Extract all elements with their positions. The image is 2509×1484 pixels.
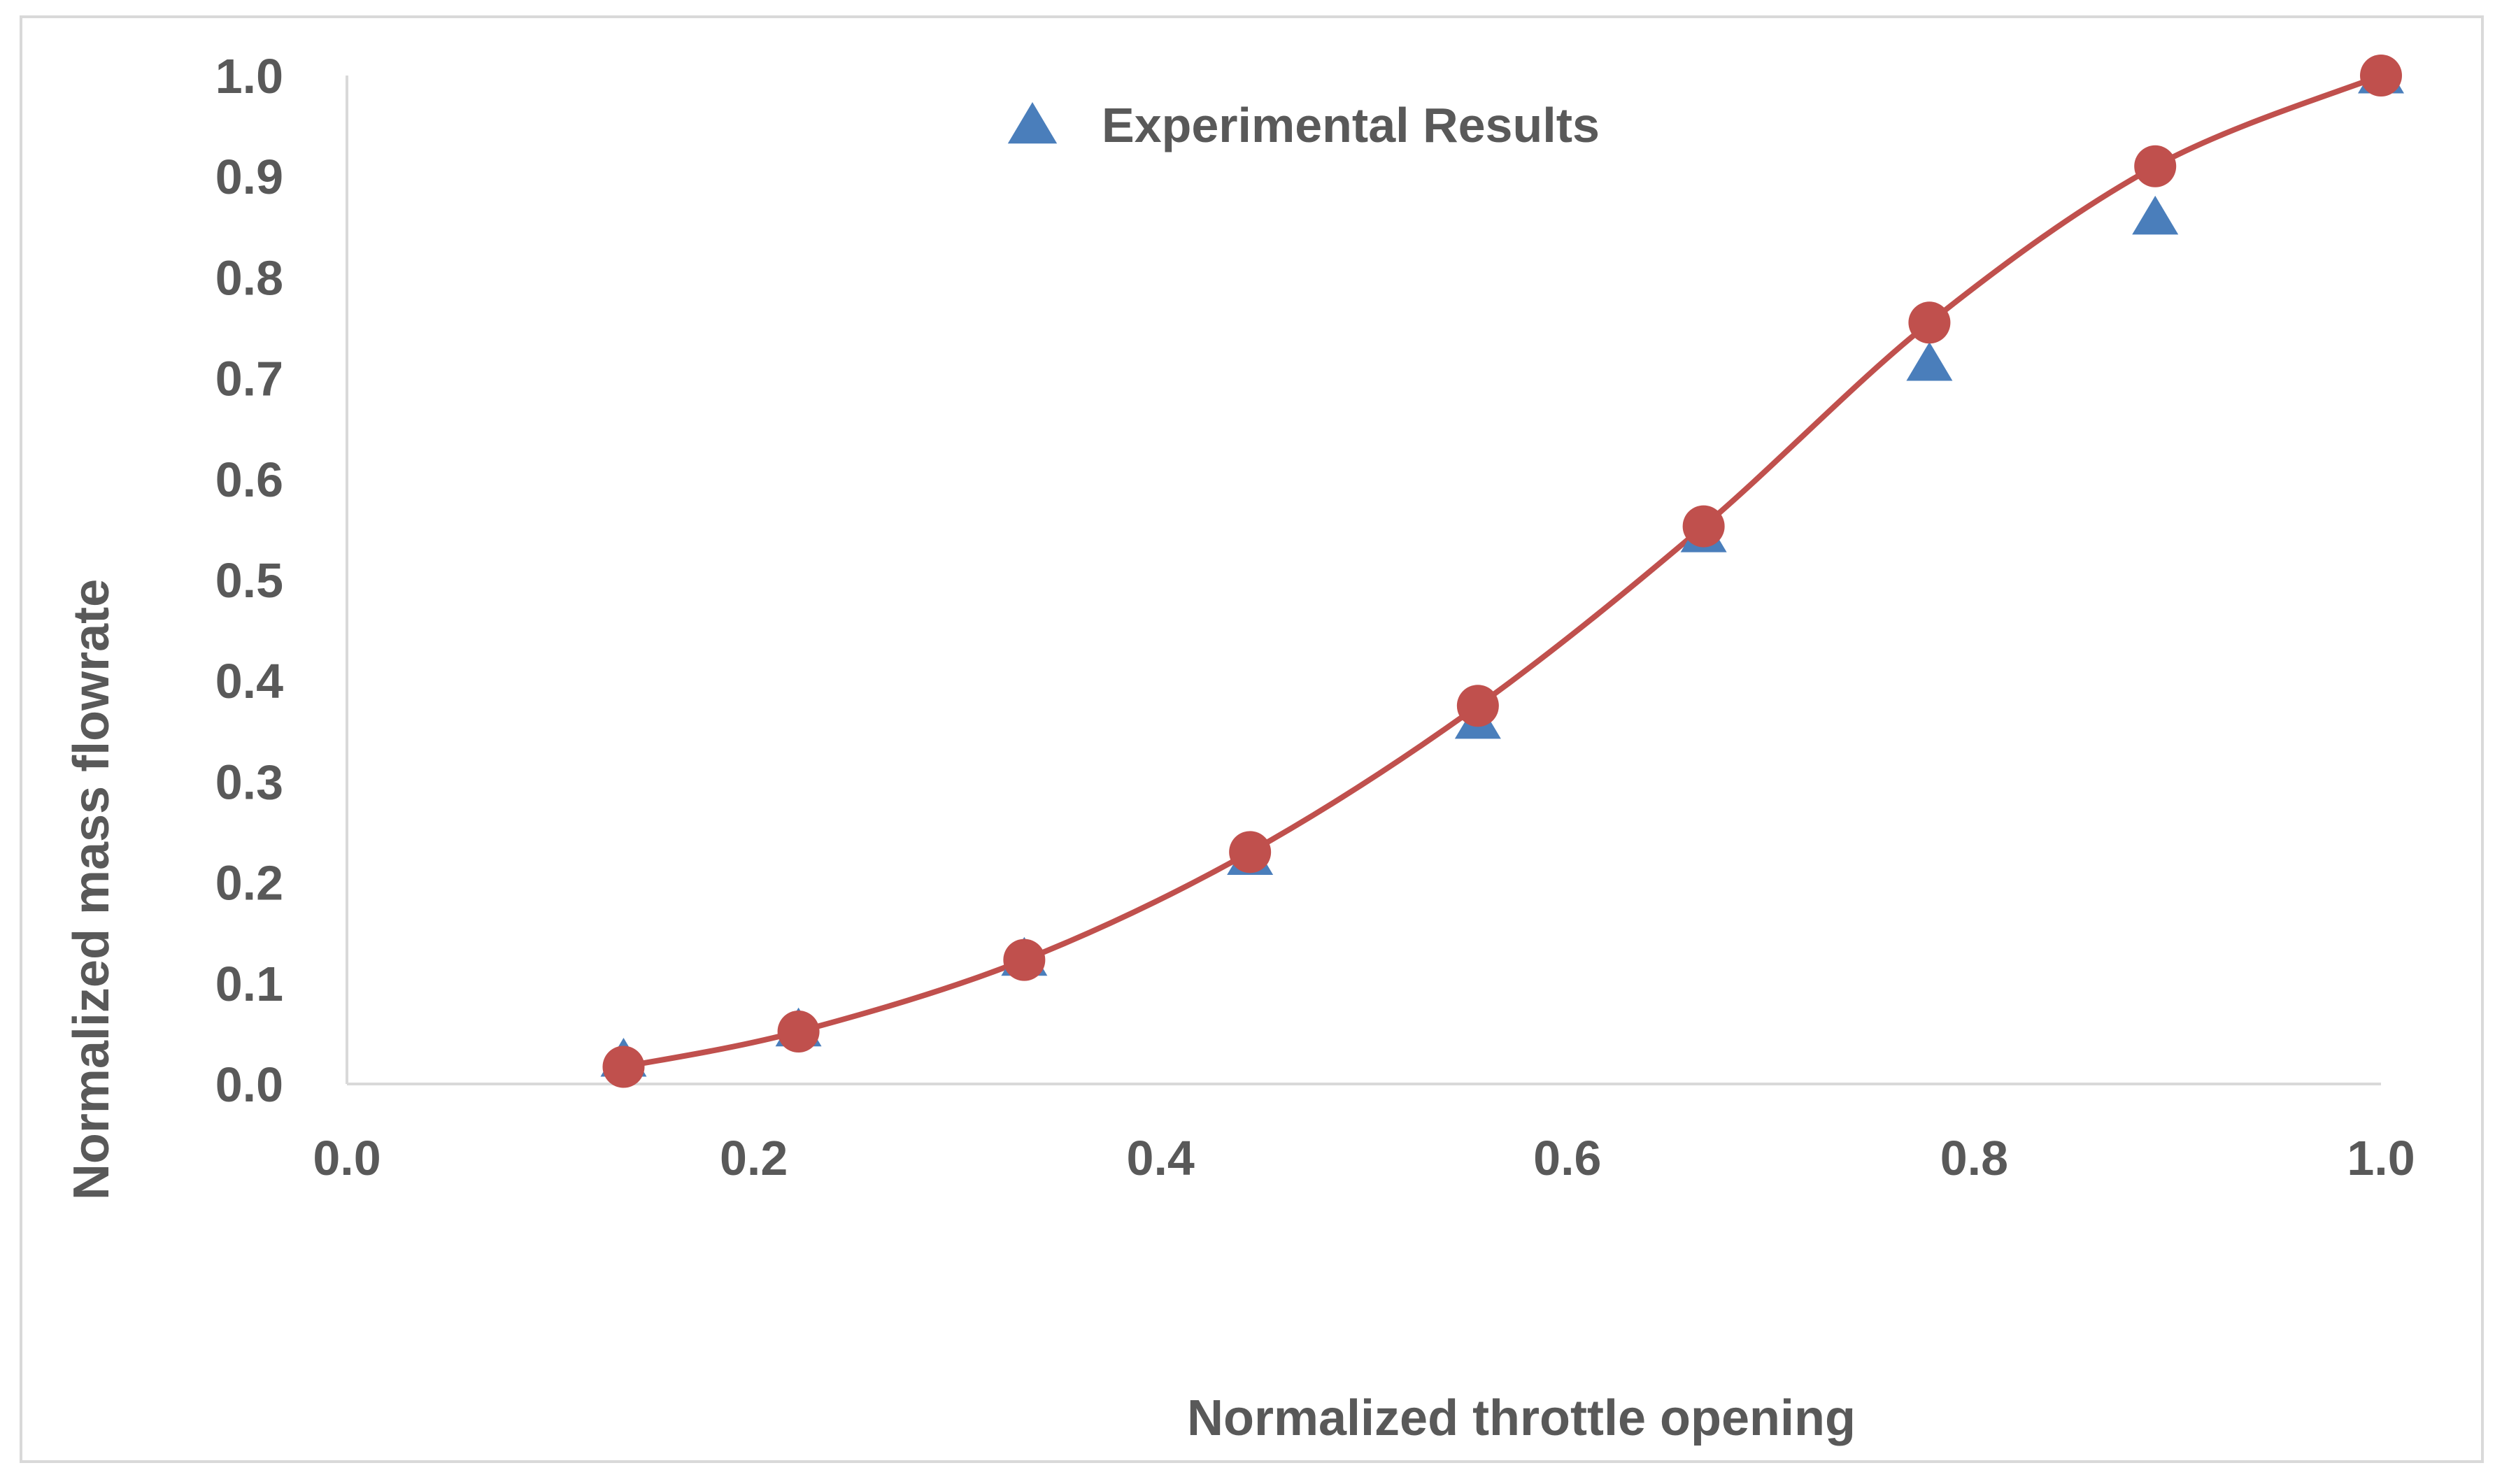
x-tick-label: 0.6: [1533, 1131, 1601, 1185]
y-tick-label: 0.8: [215, 250, 283, 305]
y-tick-label: 0.7: [215, 352, 283, 406]
x-tick-label: 1.0: [2347, 1131, 2415, 1185]
experimental-markers-group: [600, 55, 2404, 1077]
legend-label: Experimental Results: [1102, 98, 1600, 152]
y-tick-label: 0.2: [215, 856, 283, 911]
y-tick-labels: 0.0 0.1 0.2 0.3 0.4 0.5 0.6 0.7 0.8 0.9 1.0: [215, 49, 283, 1112]
model-point: [1456, 685, 1499, 727]
x-tick-labels: 0.0 0.2 0.4 0.6 0.8 1.0: [313, 1131, 2415, 1185]
y-tick-label: 1.0: [215, 49, 283, 104]
chart-frame: [20, 15, 2484, 1463]
legend-triangle-marker: [1007, 102, 1058, 144]
y-tick-label: 0.4: [215, 654, 283, 708]
model-markers-group: [602, 55, 2402, 1088]
x-tick-label: 0.4: [1127, 1131, 1195, 1185]
x-tick-label: 0.2: [720, 1131, 788, 1185]
x-axis-label: Normalized throttle opening: [1187, 1390, 1856, 1446]
y-tick-label: 0.1: [215, 957, 283, 1011]
y-tick-label: 0.3: [215, 755, 283, 809]
model-point: [1003, 939, 1046, 981]
model-curve: [623, 73, 2382, 1070]
x-tick-label: 0.0: [313, 1131, 381, 1185]
model-point: [777, 1011, 820, 1053]
experimental-point: [2132, 195, 2179, 235]
legend: Experimental Results: [1007, 98, 1600, 152]
y-tick-label: 0.0: [215, 1057, 283, 1112]
experimental-point: [1906, 341, 1953, 381]
model-curve-group: [623, 73, 2382, 1070]
axes: [346, 76, 2381, 1085]
model-point: [1908, 301, 1951, 344]
model-point: [1229, 831, 1272, 873]
model-point: [2360, 55, 2402, 97]
model-point: [1682, 505, 1725, 548]
model-point: [2134, 145, 2177, 187]
y-tick-label: 0.5: [215, 553, 283, 608]
x-tick-label: 0.8: [1940, 1131, 2008, 1185]
model-point: [602, 1046, 645, 1088]
y-axis-label: Normalized mass flowrate: [64, 579, 120, 1200]
y-tick-label: 0.6: [215, 452, 283, 507]
y-tick-label: 0.9: [215, 150, 283, 204]
